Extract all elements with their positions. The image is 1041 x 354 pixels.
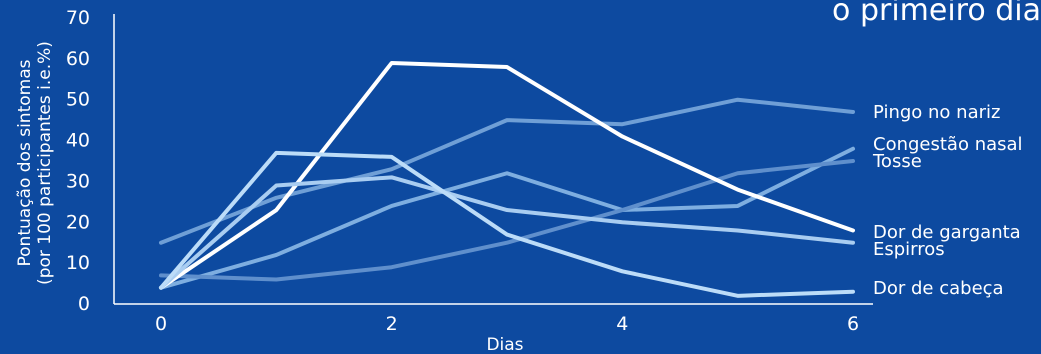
y-tick-label: 0 [78,293,90,315]
series-line-2 [159,159,855,282]
y-tick-label: 50 [66,89,90,111]
series-label-0: Pingo no nariz [873,102,1000,123]
y-axis-title-line2: (por 100 participantes i.e.%) [35,41,55,285]
x-axis-title: Dias [486,335,523,354]
y-tick-label: 40 [66,130,90,152]
x-tick-labels: 0 2 4 6 [155,313,859,335]
y-tick-label: 70 [66,7,90,29]
series-label-4: Espirros [873,239,945,260]
x-tick-label: 0 [155,313,167,335]
y-tick-label: 60 [66,48,90,70]
series-label-3: Dor de garganta [873,222,1021,243]
y-tick-label: 20 [66,211,90,233]
series-line-1 [159,146,855,290]
y-tick-label: 10 [66,252,90,274]
x-tick-label: 4 [616,313,628,335]
series-line-4 [159,175,855,290]
x-tick-label: 6 [847,313,859,335]
series-line-0 [159,97,855,245]
series-line-5 [159,150,855,298]
x-tick-label: 2 [386,313,398,335]
series-label-1: Congestão nasal [873,134,1023,155]
series-label-5: Dor de cabeça [873,278,1004,299]
chart-title: o primeiro dia [832,0,1041,28]
series-label-2: Tosse [872,151,922,172]
series-line-3 [159,60,855,290]
series-lines [159,60,855,298]
y-tick-label: 30 [66,170,90,192]
y-axis-title-line1: Pontuação dos sintomas [15,59,35,266]
y-tick-labels: 0 10 20 30 40 50 60 70 [66,7,90,315]
